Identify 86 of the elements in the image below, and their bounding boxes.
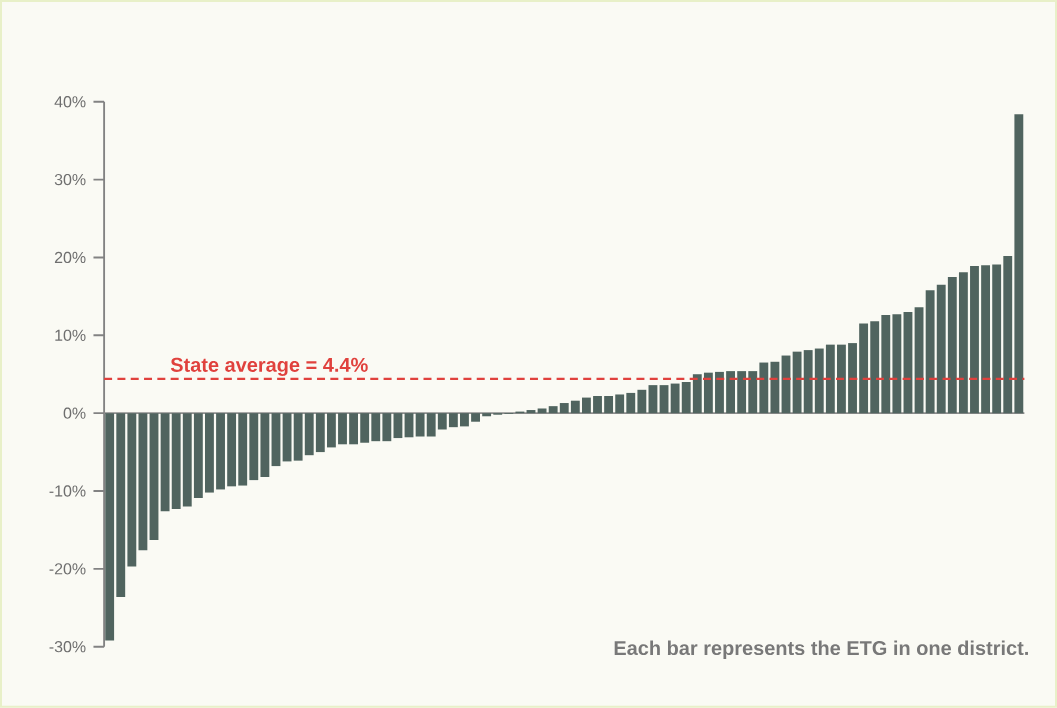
bar xyxy=(848,343,857,414)
bar xyxy=(426,413,436,437)
bar xyxy=(338,413,347,445)
bar xyxy=(626,393,636,414)
bar xyxy=(659,385,669,414)
bar xyxy=(593,396,602,414)
y-tick-label: 40% xyxy=(54,96,86,108)
bar xyxy=(537,408,547,414)
bar xyxy=(105,413,115,641)
y-tick-label: -30% xyxy=(49,641,86,653)
bar xyxy=(293,413,303,461)
bar xyxy=(637,389,647,414)
bar xyxy=(249,413,259,481)
bar xyxy=(947,277,957,414)
bar xyxy=(282,413,292,462)
bar xyxy=(559,403,569,414)
bar xyxy=(448,413,458,428)
bar xyxy=(981,265,991,414)
bar xyxy=(825,344,835,414)
bar xyxy=(992,264,1002,414)
bar xyxy=(759,362,769,414)
bar xyxy=(205,413,214,493)
bar xyxy=(670,383,680,414)
bar xyxy=(193,413,203,499)
bar xyxy=(216,413,225,490)
bar xyxy=(326,413,336,448)
annotation: Each bar represents the ETG in one district. xyxy=(614,640,1028,660)
bar xyxy=(792,351,802,414)
bar xyxy=(715,372,724,414)
bar xyxy=(404,413,414,438)
bar xyxy=(460,413,469,427)
bar xyxy=(482,413,492,417)
bar xyxy=(360,413,370,443)
bar xyxy=(271,413,281,467)
bar xyxy=(471,413,480,422)
y-tick-label: 0% xyxy=(63,407,86,419)
bar xyxy=(1003,256,1013,414)
bar xyxy=(160,413,170,512)
bar xyxy=(127,413,137,567)
bar xyxy=(116,413,126,598)
bar xyxy=(703,372,713,414)
bar xyxy=(1014,114,1024,414)
bar xyxy=(803,350,813,414)
bar xyxy=(726,371,735,414)
bar xyxy=(870,321,880,414)
bar xyxy=(171,413,181,510)
y-tick-label: 30% xyxy=(54,174,86,186)
bar xyxy=(548,406,558,414)
bar xyxy=(604,396,614,414)
bar xyxy=(615,394,625,414)
bar xyxy=(737,371,747,414)
bar xyxy=(260,413,270,478)
bar xyxy=(227,413,237,487)
bar xyxy=(814,348,824,414)
bar xyxy=(648,385,658,414)
bar xyxy=(382,413,392,442)
bar xyxy=(770,361,780,414)
bar xyxy=(581,397,591,414)
bar xyxy=(437,413,447,430)
bar xyxy=(892,314,902,414)
bar xyxy=(936,284,946,414)
bar xyxy=(238,413,248,486)
bar xyxy=(371,413,381,442)
bar xyxy=(837,344,846,414)
y-tick-label: -10% xyxy=(49,485,86,497)
bar xyxy=(859,323,869,414)
bar xyxy=(692,374,702,414)
bar xyxy=(182,413,192,507)
bar xyxy=(315,413,325,453)
bar xyxy=(349,413,359,445)
bar xyxy=(970,266,979,414)
bar xyxy=(681,382,691,414)
bar xyxy=(149,413,159,541)
bar xyxy=(748,371,758,414)
y-tick-label: -20% xyxy=(49,563,86,575)
bar xyxy=(570,400,580,414)
bar xyxy=(393,413,403,439)
bar xyxy=(138,413,148,551)
bar xyxy=(415,413,425,437)
bar xyxy=(304,413,314,456)
y-tick-label: 20% xyxy=(54,251,86,264)
ref-line-label: State average = 4.4% xyxy=(170,357,368,377)
bar xyxy=(958,272,968,414)
y-tick-label: 10% xyxy=(55,329,86,342)
bar xyxy=(881,315,891,414)
bar xyxy=(925,290,935,414)
